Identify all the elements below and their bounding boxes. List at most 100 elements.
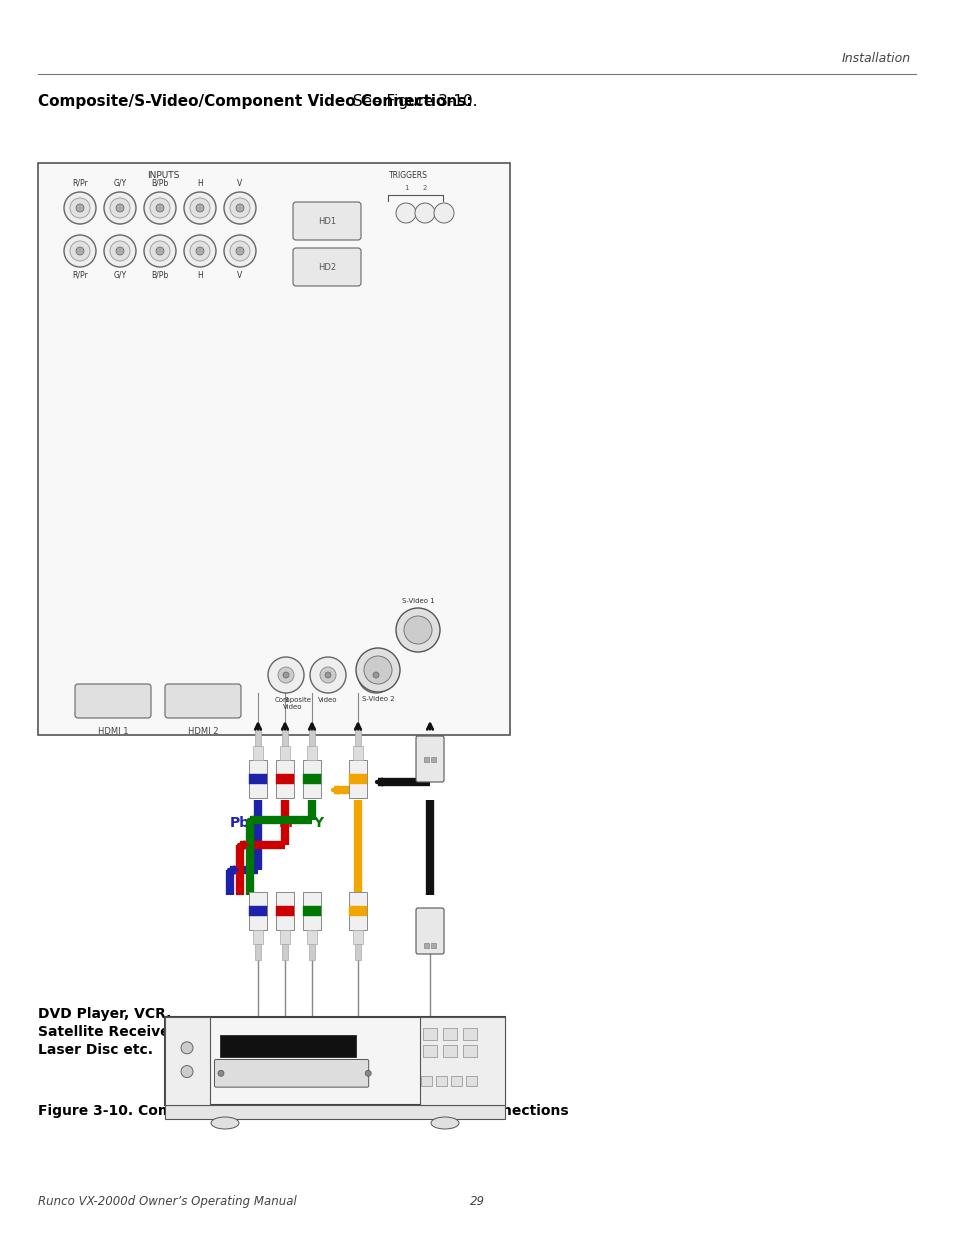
- Bar: [275, 906, 294, 916]
- Circle shape: [181, 1042, 193, 1053]
- Circle shape: [415, 203, 435, 224]
- Circle shape: [283, 672, 289, 678]
- Bar: [282, 730, 288, 746]
- Circle shape: [110, 241, 130, 261]
- Text: Figure 3-10. Composite, S-Video and Component Video Connections: Figure 3-10. Composite, S-Video and Comp…: [38, 1104, 568, 1118]
- Text: V: V: [237, 270, 242, 280]
- Text: V: V: [237, 179, 242, 188]
- Text: Y: Y: [313, 816, 323, 830]
- Circle shape: [70, 198, 90, 219]
- Circle shape: [184, 191, 215, 224]
- Circle shape: [104, 235, 136, 267]
- Bar: [280, 746, 290, 760]
- Text: Satellite Receiver,: Satellite Receiver,: [38, 1025, 180, 1040]
- Circle shape: [156, 247, 164, 254]
- Text: H: H: [197, 179, 203, 188]
- Bar: [165, 1016, 504, 1105]
- Bar: [349, 774, 367, 784]
- Circle shape: [224, 191, 255, 224]
- Bar: [353, 746, 363, 760]
- Text: Composite/S-Video/Component Video Connections:: Composite/S-Video/Component Video Connec…: [38, 94, 472, 109]
- Circle shape: [395, 203, 416, 224]
- Bar: [254, 944, 261, 960]
- Bar: [220, 1035, 356, 1057]
- FancyBboxPatch shape: [416, 736, 443, 782]
- Bar: [165, 1105, 504, 1119]
- Bar: [253, 930, 263, 944]
- Circle shape: [325, 672, 331, 678]
- Bar: [422, 1045, 436, 1057]
- Circle shape: [403, 616, 432, 643]
- Text: S-Video 2: S-Video 2: [361, 697, 394, 701]
- Bar: [442, 1045, 456, 1057]
- Circle shape: [150, 198, 170, 219]
- Circle shape: [368, 667, 384, 683]
- Text: 1: 1: [403, 185, 408, 191]
- Circle shape: [184, 235, 215, 267]
- Bar: [462, 1028, 476, 1040]
- Bar: [462, 1045, 476, 1057]
- Bar: [451, 1076, 461, 1086]
- FancyBboxPatch shape: [293, 248, 360, 287]
- Circle shape: [190, 198, 210, 219]
- Text: HD2: HD2: [317, 263, 335, 272]
- Circle shape: [224, 235, 255, 267]
- Bar: [249, 906, 267, 916]
- Circle shape: [218, 1071, 224, 1077]
- Bar: [303, 892, 320, 930]
- Bar: [431, 944, 436, 948]
- Bar: [38, 163, 510, 735]
- Circle shape: [116, 204, 124, 212]
- Text: DVD Player, VCR,: DVD Player, VCR,: [38, 1008, 172, 1021]
- Text: Laser Disc etc.: Laser Disc etc.: [38, 1044, 153, 1057]
- Circle shape: [355, 648, 399, 692]
- FancyBboxPatch shape: [214, 1060, 368, 1087]
- Bar: [275, 774, 294, 784]
- Bar: [249, 760, 267, 798]
- Circle shape: [181, 1066, 193, 1078]
- Text: HD1: HD1: [317, 216, 335, 226]
- Bar: [303, 906, 320, 916]
- Text: S-Video 1: S-Video 1: [401, 598, 434, 604]
- Bar: [436, 1076, 447, 1086]
- Bar: [431, 757, 436, 762]
- Bar: [303, 760, 320, 798]
- Bar: [165, 1016, 210, 1105]
- Bar: [419, 1016, 504, 1105]
- Bar: [280, 930, 290, 944]
- Circle shape: [365, 1071, 371, 1077]
- Text: Video: Video: [318, 697, 337, 703]
- Circle shape: [70, 241, 90, 261]
- Bar: [275, 892, 294, 930]
- Text: 2: 2: [422, 185, 427, 191]
- Bar: [275, 760, 294, 798]
- Text: B/Pb: B/Pb: [152, 270, 169, 280]
- Bar: [282, 944, 288, 960]
- Text: 29: 29: [469, 1194, 484, 1208]
- Circle shape: [110, 198, 130, 219]
- Circle shape: [156, 204, 164, 212]
- Bar: [353, 930, 363, 944]
- Circle shape: [230, 241, 250, 261]
- Circle shape: [310, 657, 346, 693]
- Text: INPUTS: INPUTS: [147, 170, 179, 180]
- Bar: [465, 1076, 476, 1086]
- Circle shape: [116, 247, 124, 254]
- Circle shape: [150, 241, 170, 261]
- Bar: [307, 746, 316, 760]
- Circle shape: [230, 198, 250, 219]
- Text: HDMI 1: HDMI 1: [97, 727, 128, 736]
- Text: Composite
Video: Composite Video: [274, 697, 312, 710]
- Bar: [254, 730, 261, 746]
- Text: R/Pr: R/Pr: [72, 270, 88, 280]
- Text: G/Y: G/Y: [113, 179, 127, 188]
- Bar: [442, 1028, 456, 1040]
- FancyBboxPatch shape: [165, 684, 241, 718]
- Circle shape: [319, 667, 335, 683]
- Circle shape: [395, 608, 439, 652]
- Circle shape: [373, 672, 378, 678]
- Circle shape: [268, 657, 304, 693]
- Text: Pr: Pr: [278, 816, 295, 830]
- Text: See Figure 3-10.: See Figure 3-10.: [348, 94, 477, 109]
- Text: B/Pb: B/Pb: [152, 179, 169, 188]
